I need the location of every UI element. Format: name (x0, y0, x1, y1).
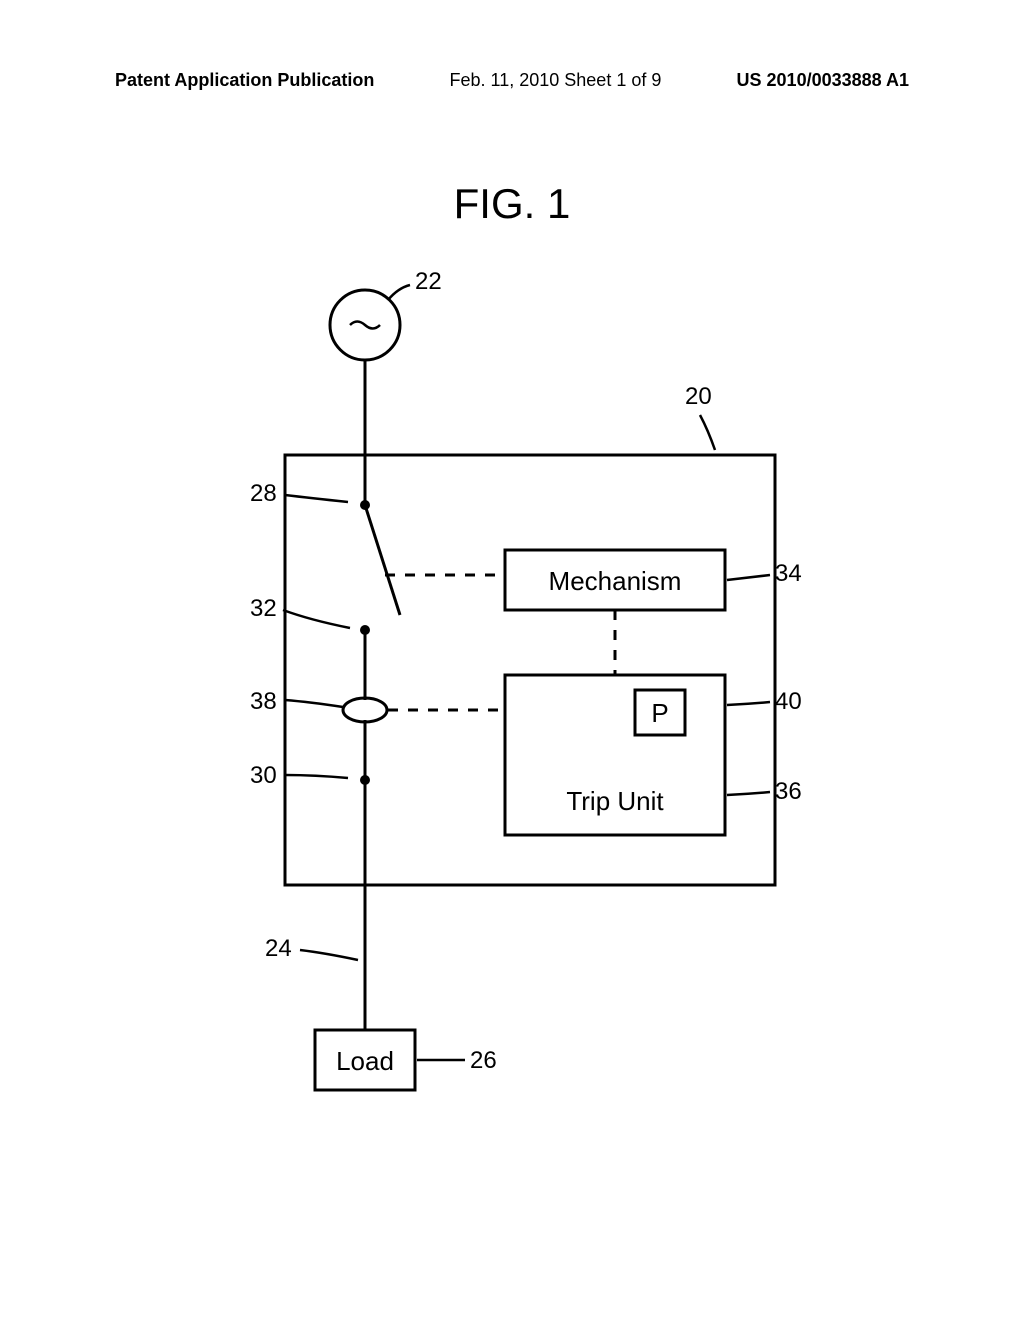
leader-28 (285, 495, 348, 502)
header-right: US 2010/0033888 A1 (737, 70, 909, 91)
leader-34 (727, 575, 770, 580)
leader-22 (388, 285, 410, 300)
label-26: 26 (470, 1047, 497, 1075)
mechanism-text: Mechanism (549, 566, 682, 596)
figure-title: FIG. 1 (454, 180, 571, 228)
p-text: P (651, 698, 668, 728)
label-30: 30 (250, 762, 277, 790)
tilde-icon (350, 322, 380, 329)
switch-arm (365, 505, 400, 615)
ct-ellipse (343, 698, 387, 722)
main-box (285, 455, 775, 885)
leader-40 (727, 702, 770, 705)
leader-38 (285, 700, 343, 707)
leader-30 (285, 775, 348, 778)
label-34: 34 (775, 560, 802, 588)
diagram: Mechanism Trip Unit P Load 22 (230, 270, 800, 1120)
header-left: Patent Application Publication (115, 70, 374, 91)
leader-24 (300, 950, 358, 960)
leader-36 (727, 792, 770, 795)
load-text: Load (336, 1046, 394, 1076)
header-center: Feb. 11, 2010 Sheet 1 of 9 (450, 70, 662, 91)
label-28: 28 (250, 480, 277, 508)
leader-20 (700, 415, 715, 450)
label-36: 36 (775, 778, 802, 806)
label-40: 40 (775, 688, 802, 716)
label-32: 32 (250, 595, 277, 623)
trip-unit-text: Trip Unit (566, 786, 664, 816)
label-22: 22 (415, 268, 442, 296)
leader-32 (283, 610, 350, 628)
label-38: 38 (250, 688, 277, 716)
label-20: 20 (685, 383, 712, 411)
label-24: 24 (265, 935, 292, 963)
